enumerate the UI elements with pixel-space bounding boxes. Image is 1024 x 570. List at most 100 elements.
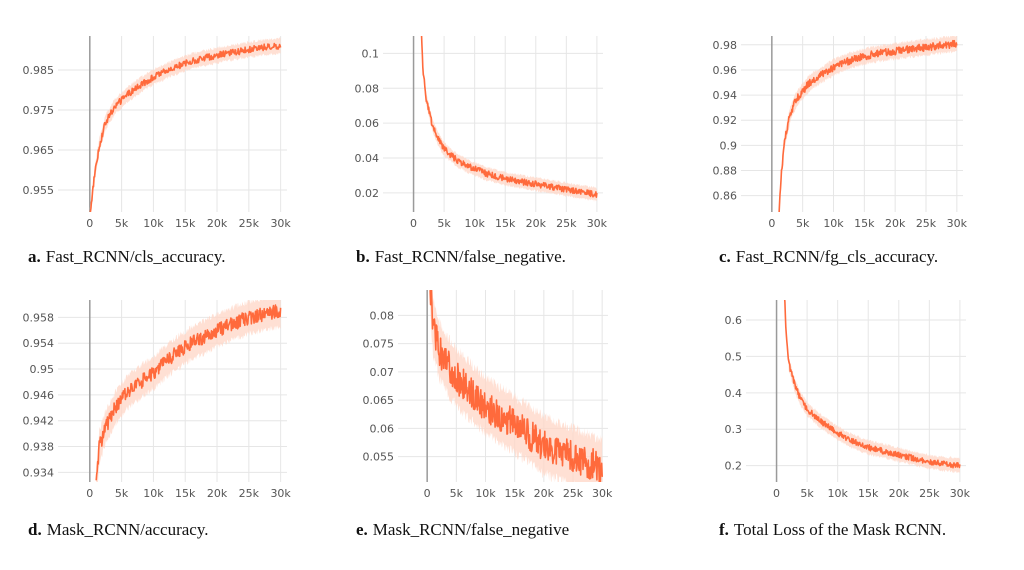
x-tick-label: 15k	[504, 487, 525, 500]
x-tick-label: 5k	[796, 217, 810, 230]
series-line	[420, 36, 598, 198]
x-tick-label: 30k	[270, 217, 291, 230]
caption-letter: a.	[28, 247, 41, 266]
series-line	[778, 39, 958, 212]
y-tick-label: 0.02	[355, 187, 380, 200]
x-tick-label: 0	[424, 487, 431, 500]
x-tick-label: 10k	[475, 487, 496, 500]
chart-panel-5: 0.055 0.06 0.065 0.07 0.075 0.08 0 5k 10k 15k 20k 2…	[356, 290, 613, 539]
y-tick-label: 0.954	[23, 337, 55, 350]
y-tick-label: 0.2	[725, 460, 743, 473]
y-tick-label: 0.98	[713, 39, 738, 52]
y-tick-label: 0.04	[355, 152, 380, 165]
x-tick-label: 20k	[534, 487, 555, 500]
caption-letter: e.	[356, 520, 368, 539]
x-tick-label: 25k	[919, 487, 940, 500]
x-tick-label: 5k	[450, 487, 464, 500]
panel-caption: c. Fast_RCNN/fg_cls_accuracy.	[719, 247, 938, 266]
panel-caption: a. Fast_RCNN/cls_accuracy.	[28, 247, 225, 266]
caption-title: Fast_RCNN/cls_accuracy.	[46, 247, 226, 266]
x-tick-label: 0	[86, 217, 93, 230]
x-tick-label: 30k	[947, 217, 968, 230]
series-variance-band	[784, 300, 960, 474]
x-tick-label: 0	[768, 217, 775, 230]
y-tick-label: 0.975	[23, 104, 55, 117]
series-line	[95, 304, 282, 481]
x-tick-label: 5k	[115, 217, 129, 230]
x-tick-label: 0	[773, 487, 780, 500]
series-variance-band	[96, 300, 281, 482]
series-variance-band	[421, 36, 597, 202]
x-tick-label: 25k	[563, 487, 584, 500]
series-variance-band	[430, 290, 603, 482]
caption-letter: c.	[719, 247, 731, 266]
y-tick-label: 0.6	[725, 314, 743, 327]
caption-title: Fast_RCNN/false_negative.	[375, 247, 566, 266]
x-tick-label: 20k	[526, 217, 547, 230]
caption-letter: f.	[719, 520, 729, 539]
x-tick-label: 20k	[207, 487, 228, 500]
x-tick-label: 10k	[143, 217, 164, 230]
x-tick-label: 25k	[556, 217, 577, 230]
chart-panel-6: 0.2 0.3 0.4 0.5 0.6 0 5k 10k 15k 20k 25k 30k f. Total…	[719, 300, 971, 539]
x-tick-label: 5k	[115, 487, 129, 500]
x-tick-label: 15k	[175, 487, 196, 500]
y-tick-label: 0.1	[362, 47, 380, 60]
y-tick-label: 0.3	[725, 423, 743, 436]
x-tick-label: 0	[410, 217, 417, 230]
chart-panel-4: 0.934 0.938 0.942 0.946 0.95 0.954 0.958 0 5k 10k…	[23, 300, 291, 539]
y-tick-label: 0.07	[370, 366, 395, 379]
x-tick-label: 20k	[207, 217, 228, 230]
series-line	[429, 290, 603, 482]
series-line	[783, 300, 961, 469]
x-tick-label: 10k	[823, 217, 844, 230]
chart-panel-3: 0.86 0.88 0.9 0.92 0.94 0.96 0.98 0 5k 10k 15k 20k 2…	[713, 36, 968, 266]
x-tick-label: 15k	[858, 487, 879, 500]
y-tick-label: 0.96	[713, 64, 738, 77]
y-tick-label: 0.06	[370, 422, 395, 435]
y-tick-label: 0.946	[23, 389, 55, 402]
x-tick-label: 10k	[464, 217, 485, 230]
y-tick-label: 0.938	[23, 441, 55, 454]
series-variance-band	[778, 36, 957, 212]
caption-title: Total Loss of the Mask RCNN.	[734, 520, 946, 539]
x-tick-label: 15k	[495, 217, 516, 230]
y-tick-label: 0.965	[23, 144, 55, 157]
y-tick-label: 0.95	[30, 363, 55, 376]
chart-panel-1: 0.955 0.965 0.975 0.985 0 5k 10k 15k 20k 25k 30k a.…	[23, 36, 291, 266]
x-tick-label: 0	[86, 487, 93, 500]
x-tick-label: 30k	[270, 487, 291, 500]
panel-caption: b. Fast_RCNN/false_negative.	[356, 247, 566, 266]
caption-letter: b.	[356, 247, 370, 266]
panel-caption: d. Mask_RCNN/accuracy.	[28, 520, 208, 539]
chart-panel-2: 0.02 0.04 0.06 0.08 0.1 0 5k 10k 15k 20k 25k 30k b. F…	[355, 36, 608, 266]
x-tick-label: 15k	[854, 217, 875, 230]
x-tick-label: 25k	[239, 487, 260, 500]
x-tick-label: 10k	[143, 487, 164, 500]
x-tick-label: 20k	[889, 487, 910, 500]
x-tick-label: 10k	[827, 487, 848, 500]
series-variance-band	[89, 37, 281, 212]
y-tick-label: 0.06	[355, 117, 380, 130]
y-tick-label: 0.94	[713, 89, 738, 102]
y-tick-label: 0.055	[363, 451, 395, 464]
y-tick-label: 0.934	[23, 466, 55, 479]
x-tick-label: 25k	[239, 217, 260, 230]
caption-letter: d.	[28, 520, 42, 539]
y-tick-label: 0.08	[355, 82, 380, 95]
x-tick-label: 25k	[916, 217, 937, 230]
x-tick-label: 30k	[587, 217, 608, 230]
y-tick-label: 0.955	[23, 184, 55, 197]
y-tick-label: 0.9	[720, 139, 738, 152]
x-tick-label: 15k	[175, 217, 196, 230]
y-tick-label: 0.5	[725, 350, 743, 363]
y-tick-label: 0.4	[725, 387, 743, 400]
caption-title: Mask_RCNN/false_negative	[373, 520, 569, 539]
x-tick-label: 30k	[950, 487, 971, 500]
x-tick-label: 20k	[885, 217, 906, 230]
series-line	[89, 42, 282, 212]
y-tick-label: 0.985	[23, 64, 55, 77]
x-tick-label: 5k	[437, 217, 451, 230]
caption-title: Fast_RCNN/fg_cls_accuracy.	[736, 247, 938, 266]
